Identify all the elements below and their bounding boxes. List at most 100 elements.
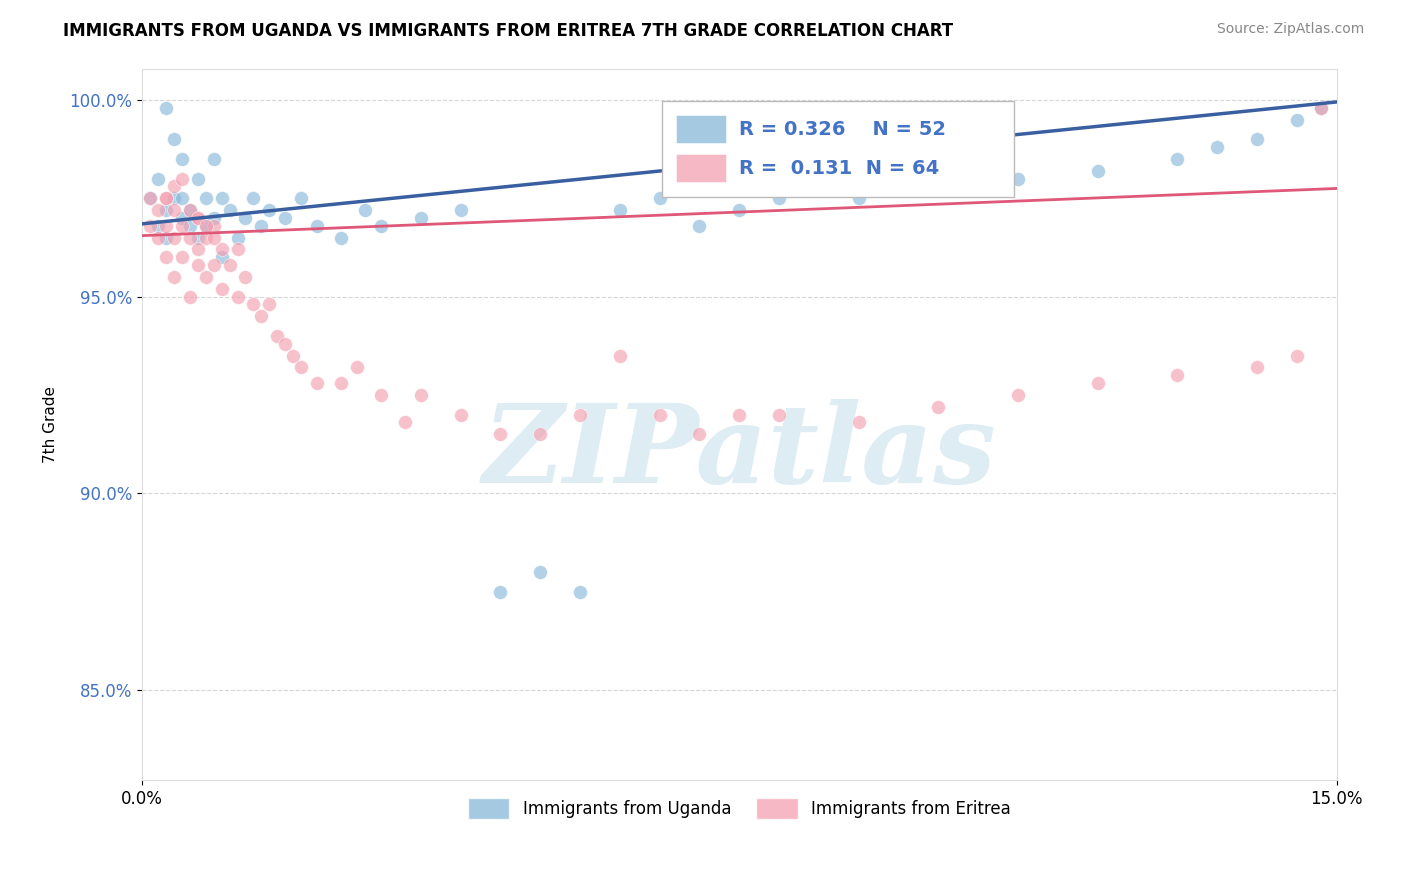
Point <box>170 152 193 166</box>
Point <box>330 376 353 391</box>
Point <box>250 310 273 324</box>
Point <box>163 230 186 244</box>
Point <box>529 565 551 579</box>
Point <box>155 219 177 233</box>
Text: R = 0.326    N = 52: R = 0.326 N = 52 <box>740 120 946 138</box>
Point <box>848 191 870 205</box>
Point <box>728 203 751 218</box>
Point <box>218 203 240 218</box>
Point <box>211 282 233 296</box>
Point <box>179 230 201 244</box>
Point <box>187 211 209 225</box>
Point <box>146 171 169 186</box>
Point <box>187 230 209 244</box>
FancyBboxPatch shape <box>676 154 725 182</box>
Point <box>211 250 233 264</box>
Point <box>1246 360 1268 375</box>
Point <box>170 171 193 186</box>
Point <box>307 376 329 391</box>
Point <box>235 211 257 225</box>
Point <box>139 219 162 233</box>
Point <box>569 584 592 599</box>
Point <box>1166 368 1188 383</box>
Point <box>179 203 201 218</box>
Point <box>139 191 162 205</box>
Point <box>139 191 162 205</box>
Point <box>242 297 264 311</box>
Point <box>1285 112 1308 127</box>
Point <box>330 230 353 244</box>
Point <box>179 203 201 218</box>
Point <box>354 203 377 218</box>
Point <box>146 219 169 233</box>
Point <box>927 400 949 414</box>
Point <box>163 191 186 205</box>
Point <box>235 269 257 284</box>
Point <box>1007 388 1029 402</box>
Point <box>187 171 209 186</box>
Point <box>728 408 751 422</box>
Point <box>194 219 217 233</box>
Point <box>609 349 631 363</box>
Point <box>1309 101 1331 115</box>
Point <box>194 269 217 284</box>
Point <box>202 230 225 244</box>
Point <box>163 203 186 218</box>
Point <box>927 179 949 194</box>
Point <box>1166 152 1188 166</box>
Point <box>1246 132 1268 146</box>
Point <box>688 427 710 442</box>
Point <box>187 258 209 272</box>
Point <box>450 408 472 422</box>
Point <box>194 191 217 205</box>
Point <box>450 203 472 218</box>
Point <box>202 152 225 166</box>
Point <box>163 269 186 284</box>
Point <box>283 349 305 363</box>
Point <box>1206 140 1229 154</box>
Point <box>146 230 169 244</box>
Point <box>155 203 177 218</box>
Point <box>194 219 217 233</box>
Point <box>194 230 217 244</box>
Point <box>250 219 273 233</box>
Point <box>1007 171 1029 186</box>
Point <box>266 329 288 343</box>
Point <box>688 219 710 233</box>
Point <box>155 191 177 205</box>
Point <box>648 408 671 422</box>
Point <box>242 191 264 205</box>
Point <box>179 219 201 233</box>
Text: IMMIGRANTS FROM UGANDA VS IMMIGRANTS FROM ERITREA 7TH GRADE CORRELATION CHART: IMMIGRANTS FROM UGANDA VS IMMIGRANTS FRO… <box>63 22 953 40</box>
Point <box>202 219 225 233</box>
Point <box>274 211 297 225</box>
Point <box>274 336 297 351</box>
Legend: Immigrants from Uganda, Immigrants from Eritrea: Immigrants from Uganda, Immigrants from … <box>461 792 1018 825</box>
Y-axis label: 7th Grade: 7th Grade <box>44 386 58 463</box>
Point <box>163 179 186 194</box>
Point <box>211 243 233 257</box>
Point <box>259 297 281 311</box>
Point <box>163 132 186 146</box>
Text: Source: ZipAtlas.com: Source: ZipAtlas.com <box>1216 22 1364 37</box>
Point <box>259 203 281 218</box>
Point <box>394 416 416 430</box>
Point <box>307 219 329 233</box>
FancyBboxPatch shape <box>676 115 725 144</box>
Point <box>569 408 592 422</box>
Point <box>346 360 368 375</box>
Point <box>370 219 392 233</box>
Point <box>370 388 392 402</box>
Point <box>155 250 177 264</box>
Point <box>187 211 209 225</box>
Point <box>211 191 233 205</box>
Point <box>489 584 512 599</box>
Point <box>848 416 870 430</box>
Point <box>768 191 790 205</box>
Point <box>409 388 432 402</box>
Point <box>155 191 177 205</box>
Point <box>1087 163 1109 178</box>
Point <box>768 408 790 422</box>
Point <box>648 191 671 205</box>
Point <box>609 203 631 218</box>
